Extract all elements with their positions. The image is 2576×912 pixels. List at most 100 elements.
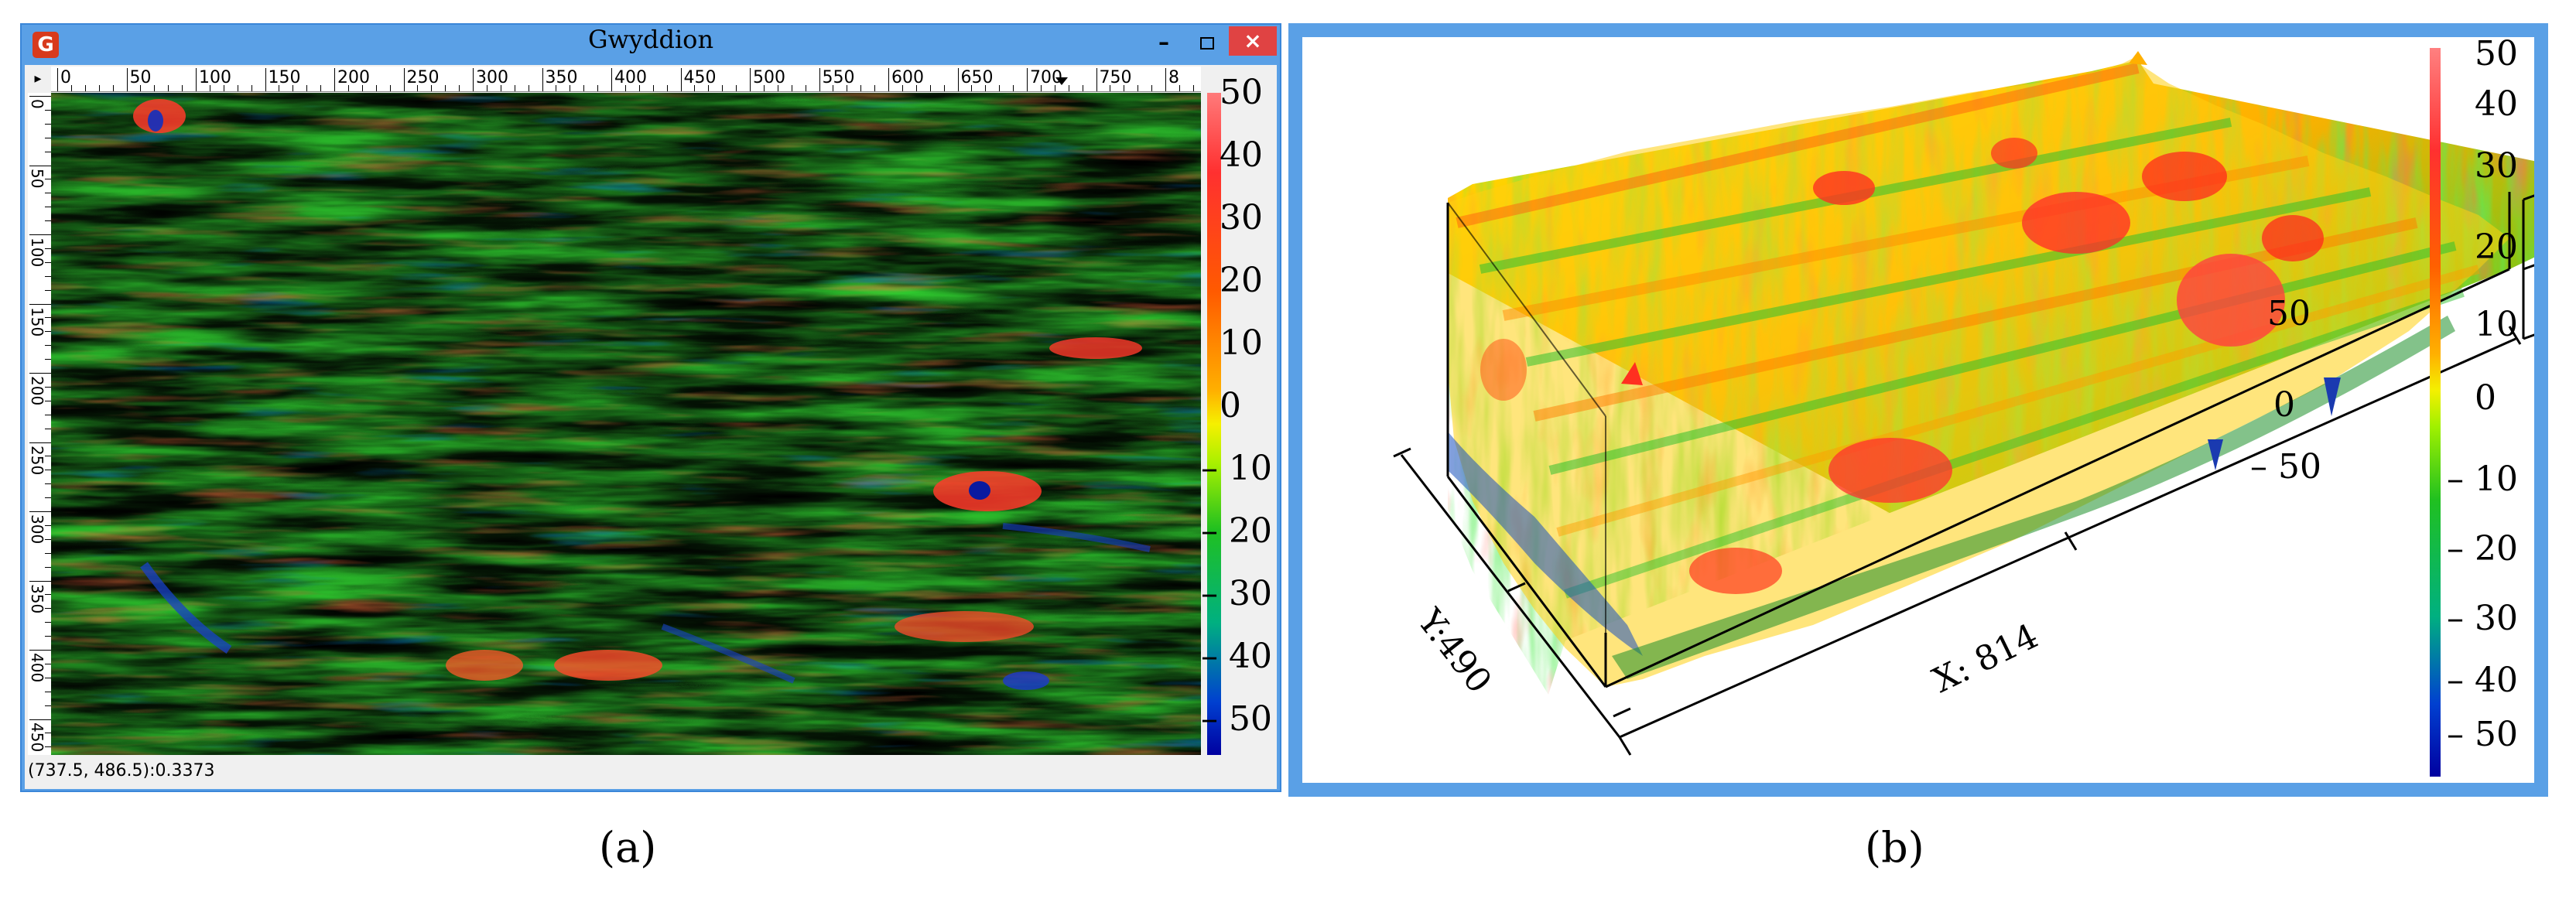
h-ruler-tick (265, 68, 266, 91)
v-ruler-minor-tick (45, 636, 51, 637)
height-map-svg (51, 93, 1201, 755)
h-ruler-tick (126, 68, 128, 91)
h-ruler-minor-tick (70, 85, 72, 91)
close-button[interactable]: × (1229, 26, 1277, 56)
h-ruler-minor-tick (708, 85, 710, 91)
scale-label-b: 30 (2475, 146, 2518, 186)
h-ruler-tick (1096, 68, 1097, 91)
scale-label-a: 30 (1220, 198, 1263, 237)
h-ruler-label: 200 (337, 68, 370, 87)
status-bar: (737.5, 486.5):0.3373 (28, 758, 1274, 784)
v-ruler-label: 400 (28, 653, 46, 683)
h-ruler-minor-tick (666, 85, 668, 91)
scale-label-b: – 20 (2447, 529, 2518, 569)
h-ruler-label: 600 (891, 68, 924, 87)
h-ruler-minor-tick (347, 85, 349, 91)
h-ruler-minor-tick (763, 85, 765, 91)
gwyddion-app-icon[interactable]: G (32, 32, 59, 58)
height-scale-bar-b (2430, 48, 2441, 777)
h-ruler-minor-tick (168, 85, 169, 91)
v-ruler-minor-tick (45, 275, 51, 277)
ruler-corner-arrow-icon[interactable]: ▸ (34, 70, 42, 87)
h-ruler-minor-tick (182, 85, 183, 91)
h-ruler-tick (334, 68, 335, 91)
v-ruler-label: 50 (28, 168, 46, 188)
h-ruler-label: 750 (1099, 68, 1132, 87)
v-ruler-minor-tick (45, 331, 51, 333)
scale-label-a: 20 (1220, 261, 1263, 300)
h-ruler-minor-tick (140, 85, 142, 91)
v-ruler-minor-tick (45, 261, 51, 263)
h-ruler-minor-tick (154, 85, 156, 91)
v-ruler-minor-tick (45, 746, 51, 748)
v-ruler-minor-tick (45, 483, 51, 485)
height-map-image[interactable] (51, 93, 1201, 755)
h-ruler-minor-tick (445, 85, 446, 91)
scale-label-b: 40 (2475, 84, 2518, 124)
v-ruler-tick (29, 580, 51, 582)
v-ruler-minor-tick (45, 608, 51, 610)
h-ruler-minor-tick (583, 85, 585, 91)
v-ruler-label: 300 (28, 514, 46, 545)
minimize-button[interactable]: – (1158, 29, 1169, 55)
scale-label-b: – 30 (2447, 599, 2518, 638)
h-ruler-label: 100 (199, 68, 231, 87)
h-ruler-minor-tick (860, 85, 862, 91)
h-ruler-tick (750, 68, 751, 91)
h-ruler-minor-tick (84, 85, 86, 91)
h-ruler-minor-tick (929, 85, 931, 91)
h-ruler-minor-tick (722, 85, 724, 91)
h-ruler-minor-tick (624, 85, 626, 91)
h-ruler-minor-tick (98, 85, 100, 91)
title-bar[interactable] (22, 25, 1280, 65)
v-ruler-label: 450 (28, 722, 46, 752)
v-ruler-minor-tick (45, 705, 51, 706)
h-ruler-label: 150 (268, 68, 301, 87)
maximize-icon (1200, 37, 1214, 50)
data-view: ▸ 0 50 100 150 200 250 300 350 400 450 500 550 600 65… (25, 65, 1277, 789)
h-ruler-minor-tick (375, 85, 377, 91)
scale-label-a: – 10 (1201, 449, 1272, 488)
v-ruler-minor-tick (45, 289, 51, 291)
h-ruler-label: 650 (960, 68, 994, 87)
h-ruler-minor-tick (1179, 85, 1180, 91)
h-ruler-label: 500 (753, 68, 785, 87)
maximize-button[interactable] (1186, 26, 1225, 62)
v-ruler-label: 100 (28, 237, 46, 268)
scale-label-a: 40 (1220, 135, 1263, 175)
h-ruler-tick (542, 68, 543, 91)
h-ruler-label: 8 (1168, 68, 1179, 87)
h-ruler-tick (611, 68, 612, 91)
h-ruler-label: 0 (60, 68, 71, 87)
v-ruler-tick (29, 96, 51, 97)
scale-label-a: 50 (1220, 73, 1263, 112)
h-ruler-minor-tick (417, 85, 419, 91)
v-ruler-label: 350 (28, 583, 46, 613)
ruler-position-marker-icon (1055, 77, 1068, 85)
scale-label-b: – 10 (2447, 459, 2518, 499)
v-ruler-minor-tick (45, 538, 51, 540)
v-ruler-tick (29, 442, 51, 443)
h-ruler-minor-tick (251, 85, 252, 91)
h-ruler-minor-tick (112, 85, 114, 91)
caption-b: (b) (1865, 823, 1924, 872)
h-ruler-tick (957, 68, 959, 91)
v-ruler-minor-tick (45, 248, 51, 249)
window-title: Gwyddion (587, 25, 714, 54)
v-ruler-minor-tick (45, 524, 51, 526)
surface-3d-svg (1393, 51, 2534, 756)
gwyddion-window: G Gwyddion – × ▸ 0 50 100 150 200 250 300 350 40… (20, 23, 1281, 792)
v-ruler-minor-tick (45, 552, 51, 554)
v-ruler-tick (29, 650, 51, 651)
h-ruler-minor-tick (736, 85, 737, 91)
h-ruler-minor-tick (431, 85, 433, 91)
h-ruler-minor-tick (1013, 85, 1014, 91)
h-ruler-minor-tick (971, 85, 973, 91)
v-ruler-tick (29, 373, 51, 374)
v-ruler-tick (29, 719, 51, 720)
h-ruler-label: 250 (406, 68, 440, 87)
scale-label-b: 50 (2475, 34, 2518, 73)
scale-label-b: – 50 (2447, 715, 2518, 754)
horizontal-ruler: 0 50 100 150 200 250 300 350 400 450 500 550 600 650 7… (51, 67, 1201, 92)
h-ruler-minor-tick (638, 85, 640, 91)
